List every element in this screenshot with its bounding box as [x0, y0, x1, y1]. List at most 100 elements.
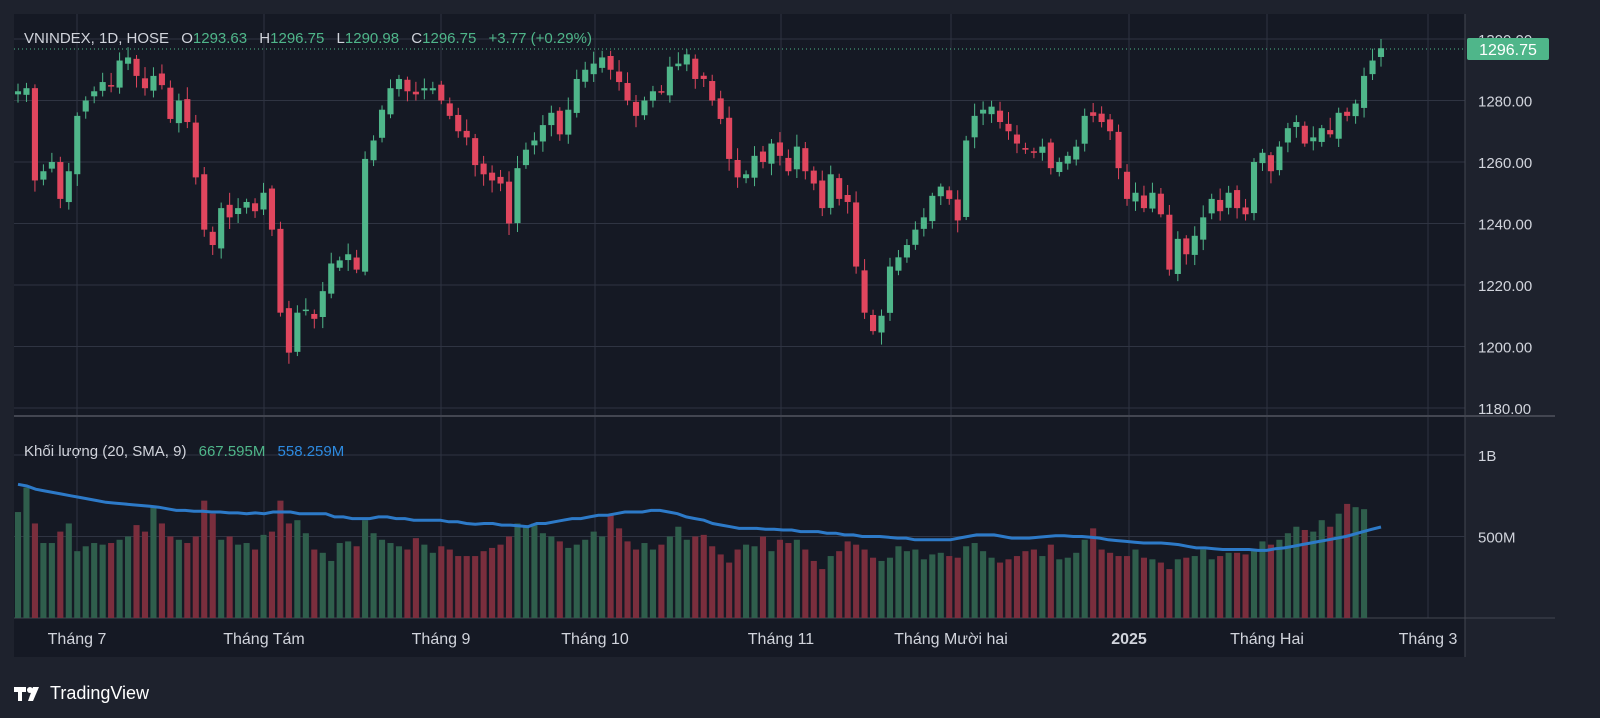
candle-body	[548, 112, 555, 126]
volume-bar	[988, 557, 995, 618]
candle-body	[971, 115, 978, 138]
volume-legend: Khối lượng (20, SMA, 9) 667.595M 558.259…	[24, 443, 344, 460]
volume-bar	[971, 543, 978, 618]
volume-bar	[175, 539, 182, 618]
close-value: 1296.75	[422, 30, 477, 47]
candle-body	[853, 202, 860, 267]
volume-bar	[1047, 544, 1054, 618]
candle-body	[218, 208, 225, 249]
candle-body	[429, 88, 436, 91]
volume-bar	[743, 544, 750, 618]
candle-body	[455, 114, 462, 132]
y-axis-tick-label: 1220.00	[1478, 278, 1532, 295]
candle-body	[302, 309, 309, 312]
candle-body	[1157, 193, 1164, 215]
volume-bar	[836, 551, 843, 618]
close-label: C	[411, 30, 423, 47]
volume-bar	[268, 531, 276, 618]
candle-body	[294, 312, 301, 352]
candle-body	[370, 140, 377, 161]
y-axis-tick-label: 1180.00	[1478, 401, 1531, 418]
volume-bar	[260, 534, 267, 618]
candle-body	[590, 63, 597, 75]
volume-bar	[878, 560, 885, 618]
candle-body	[438, 84, 445, 101]
candle-body	[1327, 130, 1334, 135]
price-volume-chart[interactable]: Tháng 7 Tháng Tám Tháng 9 Tháng 10 Tháng 11 T…	[0, 0, 1600, 680]
volume-bar	[294, 520, 301, 618]
candle-body	[1005, 123, 1012, 132]
candle-body	[1310, 137, 1317, 142]
volume-bar	[734, 549, 741, 618]
volume-bar	[251, 549, 259, 618]
candle-body	[336, 260, 343, 268]
candle-body	[251, 203, 259, 212]
x-axis-tick-label: Tháng 11	[748, 631, 815, 648]
candle-body	[74, 115, 81, 175]
volume-bar	[421, 544, 428, 618]
candle-body	[1301, 125, 1308, 144]
candle-body	[582, 69, 589, 82]
volume-bar	[40, 543, 47, 618]
volume-bar	[505, 536, 513, 618]
volume-bar	[920, 559, 927, 618]
tradingview-brand[interactable]: TradingView	[14, 683, 149, 704]
candle-body	[1344, 111, 1351, 116]
candle-body	[1225, 192, 1232, 208]
volume-bar	[395, 546, 403, 618]
candle-body	[1200, 217, 1207, 240]
ohlc-legend: VNINDEX, 1D, HOSE O1293.63 H1296.75 L129…	[24, 30, 592, 47]
candle-body	[480, 163, 487, 175]
symbol-label[interactable]: VNINDEX, 1D, HOSE	[24, 30, 170, 47]
volume-indicator-label[interactable]: Khối lượng (20, SMA, 9)	[24, 443, 187, 460]
candle-body	[82, 100, 89, 112]
candle-body	[607, 55, 614, 70]
volume-bar	[243, 543, 250, 618]
volume-bar	[861, 549, 868, 618]
y-axis-tick-label: 1200.00	[1478, 340, 1532, 357]
volume-bar	[345, 541, 352, 618]
candle-body	[734, 160, 741, 178]
volume-bar	[328, 560, 335, 618]
volume-bar	[870, 557, 877, 618]
tradingview-logo-icon	[14, 686, 39, 701]
candle-body	[709, 81, 716, 101]
candle-body	[666, 66, 673, 96]
candle-body	[692, 58, 699, 79]
volume-bar	[1361, 509, 1368, 618]
volume-bar	[658, 544, 665, 618]
volume-bar	[649, 549, 656, 618]
high-label: H	[259, 30, 271, 47]
volume-bar	[141, 531, 149, 618]
candle-body	[23, 88, 30, 95]
candle-body	[1208, 198, 1215, 214]
candle-body	[345, 254, 352, 261]
volume-bar	[370, 533, 377, 618]
volume-bar	[1039, 556, 1046, 618]
candle-body	[243, 201, 250, 208]
volume-bar	[74, 551, 81, 618]
candle-body	[260, 192, 267, 210]
volume-bar	[1344, 503, 1351, 618]
volume-bar	[218, 539, 225, 618]
volume-bar	[404, 549, 411, 618]
candle-body	[522, 149, 529, 166]
candle-body	[1377, 48, 1385, 57]
candle-body	[658, 91, 665, 93]
candle-body	[1166, 214, 1173, 270]
y-axis-tick-label: 1260.00	[1478, 155, 1532, 172]
volume-bar	[1132, 549, 1139, 618]
volume-bar	[599, 536, 606, 618]
volume-sma-line	[17, 482, 1382, 552]
candle-body	[844, 195, 851, 202]
volume-bar	[31, 523, 38, 618]
volume-bar	[1183, 557, 1190, 618]
candle-body	[726, 117, 733, 159]
volume-bar	[1335, 513, 1342, 618]
volume-bar	[607, 515, 614, 618]
volume-bar	[23, 487, 30, 618]
volume-bar	[446, 549, 453, 618]
volume-bar	[480, 551, 487, 618]
low-value: 1290.98	[344, 30, 400, 47]
volume-bar	[683, 539, 690, 618]
